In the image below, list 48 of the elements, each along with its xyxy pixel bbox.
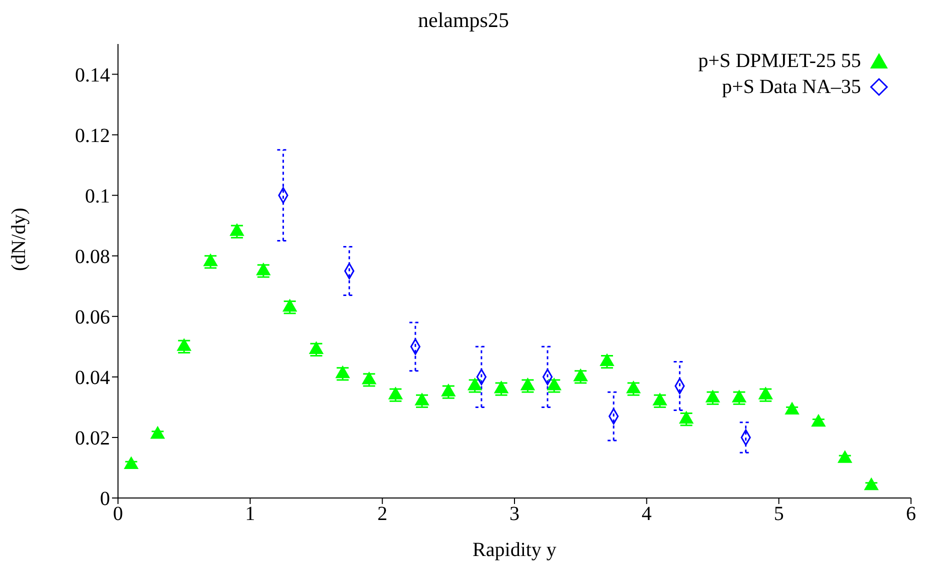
y-tick-label: 0.08 — [75, 246, 110, 268]
y-tick-label: 0.06 — [75, 306, 110, 328]
y-tick-label: 0.14 — [75, 64, 110, 86]
point — [758, 387, 772, 400]
point — [124, 456, 138, 469]
y-tick-label: 0.02 — [75, 428, 110, 450]
point — [600, 354, 614, 366]
point — [679, 412, 694, 424]
y-tick-label: 0.04 — [75, 367, 110, 390]
x-axis-title: Rapidity y — [472, 539, 556, 561]
point — [494, 381, 508, 394]
point — [574, 369, 588, 382]
point — [415, 393, 429, 406]
y-axis-title: (dN/dy) — [8, 208, 30, 271]
y-tick-label: 0.12 — [75, 124, 110, 147]
point — [812, 414, 826, 427]
point — [468, 378, 482, 390]
point — [388, 387, 402, 400]
point — [838, 450, 852, 463]
x-tick-label: 1 — [245, 503, 256, 526]
y-tick-label: 0.1 — [85, 185, 110, 208]
point — [547, 378, 561, 390]
x-tick-label: 6 — [906, 503, 916, 526]
point — [732, 390, 746, 402]
point — [864, 478, 878, 490]
point — [362, 372, 376, 384]
chart-title: nelamps25 — [417, 8, 510, 33]
y-tick-label: 0 — [100, 488, 110, 510]
point — [150, 426, 164, 439]
point — [177, 338, 191, 351]
point — [442, 384, 456, 396]
point — [204, 254, 218, 266]
x-tick-label: 5 — [774, 503, 784, 526]
x-tick-label: 4 — [642, 503, 652, 526]
x-tick-label: 3 — [510, 503, 520, 526]
point — [230, 224, 244, 236]
point — [336, 366, 350, 378]
point — [785, 402, 799, 414]
point — [282, 300, 297, 312]
point — [309, 342, 324, 354]
point — [626, 381, 640, 394]
x-tick-label: 2 — [377, 503, 388, 526]
point — [706, 390, 720, 402]
legend-label: p+S DPMJET-25 55 — [698, 49, 861, 74]
legend-label: p+S Data NA–35 — [722, 75, 861, 100]
point — [256, 263, 270, 276]
point — [520, 378, 535, 390]
point — [653, 393, 667, 406]
